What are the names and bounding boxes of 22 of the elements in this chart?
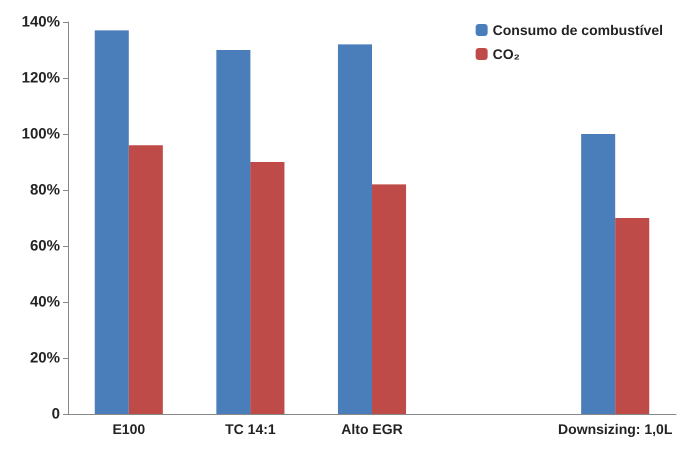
bar [94, 30, 129, 414]
x-tick-label: TC 14:1 [225, 421, 276, 437]
x-tick-label: Downsizing: 1,0L [558, 421, 673, 437]
bar [338, 44, 372, 414]
y-tick-label: 100% [22, 126, 60, 142]
y-tick-label: 140% [22, 14, 60, 30]
x-tick-label: E100 [112, 421, 146, 437]
y-tick-label: 0 [52, 406, 60, 422]
y-tick-label: 20% [30, 350, 60, 366]
y-tick-label: 120% [22, 70, 60, 86]
bar [615, 218, 650, 414]
bar [128, 145, 163, 414]
bar [216, 50, 250, 414]
y-tick-label: 80% [30, 182, 60, 198]
bar [372, 184, 406, 414]
y-tick-label: 40% [30, 294, 60, 310]
x-tick-label: Alto EGR [341, 421, 403, 437]
legend-label: CO₂ [492, 46, 520, 62]
bar [250, 162, 284, 414]
bar [581, 134, 616, 414]
y-tick-label: 60% [30, 238, 60, 254]
legend-label: Consumo de combustível [492, 22, 663, 38]
